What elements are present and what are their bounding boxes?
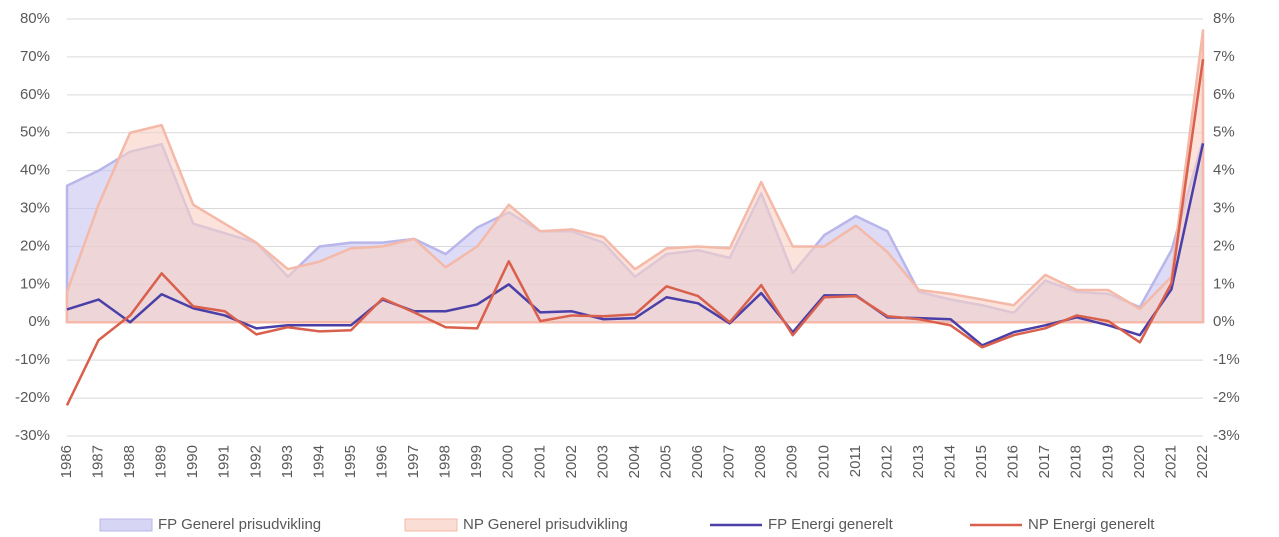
- x-tick-label: 2006: [689, 445, 706, 478]
- y-tick-label: 80%: [20, 10, 50, 27]
- grid: [67, 18, 1203, 437]
- x-tick-label: 2022: [1194, 445, 1211, 478]
- x-tick-label: 2010: [815, 445, 832, 478]
- x-tick-label: 2015: [973, 445, 990, 478]
- x-tick-label: 1989: [153, 445, 170, 478]
- y2-tick-label: 4%: [1213, 162, 1235, 179]
- x-tick-label: 2020: [1131, 445, 1148, 478]
- y-tick-label: 10%: [20, 275, 50, 292]
- x-tick-label: 2001: [531, 445, 548, 478]
- x-tick-label: 2002: [563, 445, 580, 478]
- x-tick-label: 1996: [374, 445, 391, 478]
- y2-tick-label: 2%: [1213, 237, 1235, 254]
- x-tick-label: 1995: [342, 445, 359, 478]
- y-tick-label: 20%: [20, 237, 50, 254]
- x-tick-label: 2017: [1036, 445, 1053, 478]
- x-tick-label: 2003: [594, 445, 611, 478]
- legend-label: NP Generel prisudvikling: [463, 516, 628, 533]
- x-tick-label: 2012: [878, 445, 895, 478]
- y-tick-label: 0%: [28, 313, 50, 330]
- x-tick-label: 1986: [58, 445, 75, 478]
- x-tick-label: 1993: [279, 445, 296, 478]
- x-tick-label: 1994: [310, 445, 327, 478]
- legend-swatch: [99, 518, 153, 532]
- legend-label: FP Energi generelt: [768, 516, 894, 533]
- y-tick-label: 30%: [20, 200, 50, 217]
- y-tick-label: 50%: [20, 124, 50, 141]
- x-tick-label: 2016: [1005, 445, 1022, 478]
- x-tick-label: 2005: [658, 445, 675, 478]
- x-tick-label: 1988: [121, 445, 138, 478]
- y-tick-label: 60%: [20, 86, 50, 103]
- y-tick-label: -20%: [15, 389, 50, 406]
- x-tick-label: 1997: [405, 445, 422, 478]
- y2-tick-label: -3%: [1213, 427, 1240, 444]
- x-tick-label: 2013: [910, 445, 927, 478]
- x-tick-label: 2014: [942, 445, 959, 478]
- y2-tick-label: 1%: [1213, 275, 1235, 292]
- x-tick-label: 1987: [90, 445, 107, 478]
- legend-swatch: [404, 518, 458, 532]
- legend-label: NP Energi generelt: [1028, 516, 1155, 533]
- y2-tick-label: 3%: [1213, 200, 1235, 217]
- y2-tick-label: -2%: [1213, 389, 1240, 406]
- x-tick-label: 1999: [468, 445, 485, 478]
- y2-tick-label: 0%: [1213, 313, 1235, 330]
- line: [65, 59, 1205, 406]
- x-tick-label: 1998: [437, 445, 454, 478]
- y-tick-label: 70%: [20, 48, 50, 65]
- x-tick-label: 2019: [1099, 445, 1116, 478]
- area: [65, 29, 1205, 324]
- y2-tick-label: 5%: [1213, 124, 1235, 141]
- x-tick-label: 2000: [500, 445, 517, 478]
- x-tick-label: 2008: [752, 445, 769, 478]
- y2-tick-label: -1%: [1213, 351, 1240, 368]
- x-tick-label: 1990: [184, 445, 201, 478]
- x-tick-label: 1992: [247, 445, 264, 478]
- x-tick-label: 2007: [721, 445, 738, 478]
- x-tick-label: 1991: [216, 445, 233, 478]
- x-tick-label: 2009: [784, 445, 801, 478]
- x-tick-label: 2018: [1068, 445, 1085, 478]
- y-tick-label: -10%: [15, 351, 50, 368]
- x-tick-label: 2004: [626, 445, 643, 478]
- x-tick-label: 2021: [1162, 445, 1179, 478]
- y2-tick-label: 7%: [1213, 48, 1235, 65]
- x-tick-label: 2011: [847, 445, 864, 477]
- line: [66, 143, 1205, 347]
- y-tick-label: 40%: [20, 162, 50, 179]
- legend-label: FP Generel prisudvikling: [158, 516, 321, 533]
- y2-tick-label: 8%: [1213, 10, 1235, 27]
- y2-tick-label: 6%: [1213, 86, 1235, 103]
- y-tick-label: -30%: [15, 427, 50, 444]
